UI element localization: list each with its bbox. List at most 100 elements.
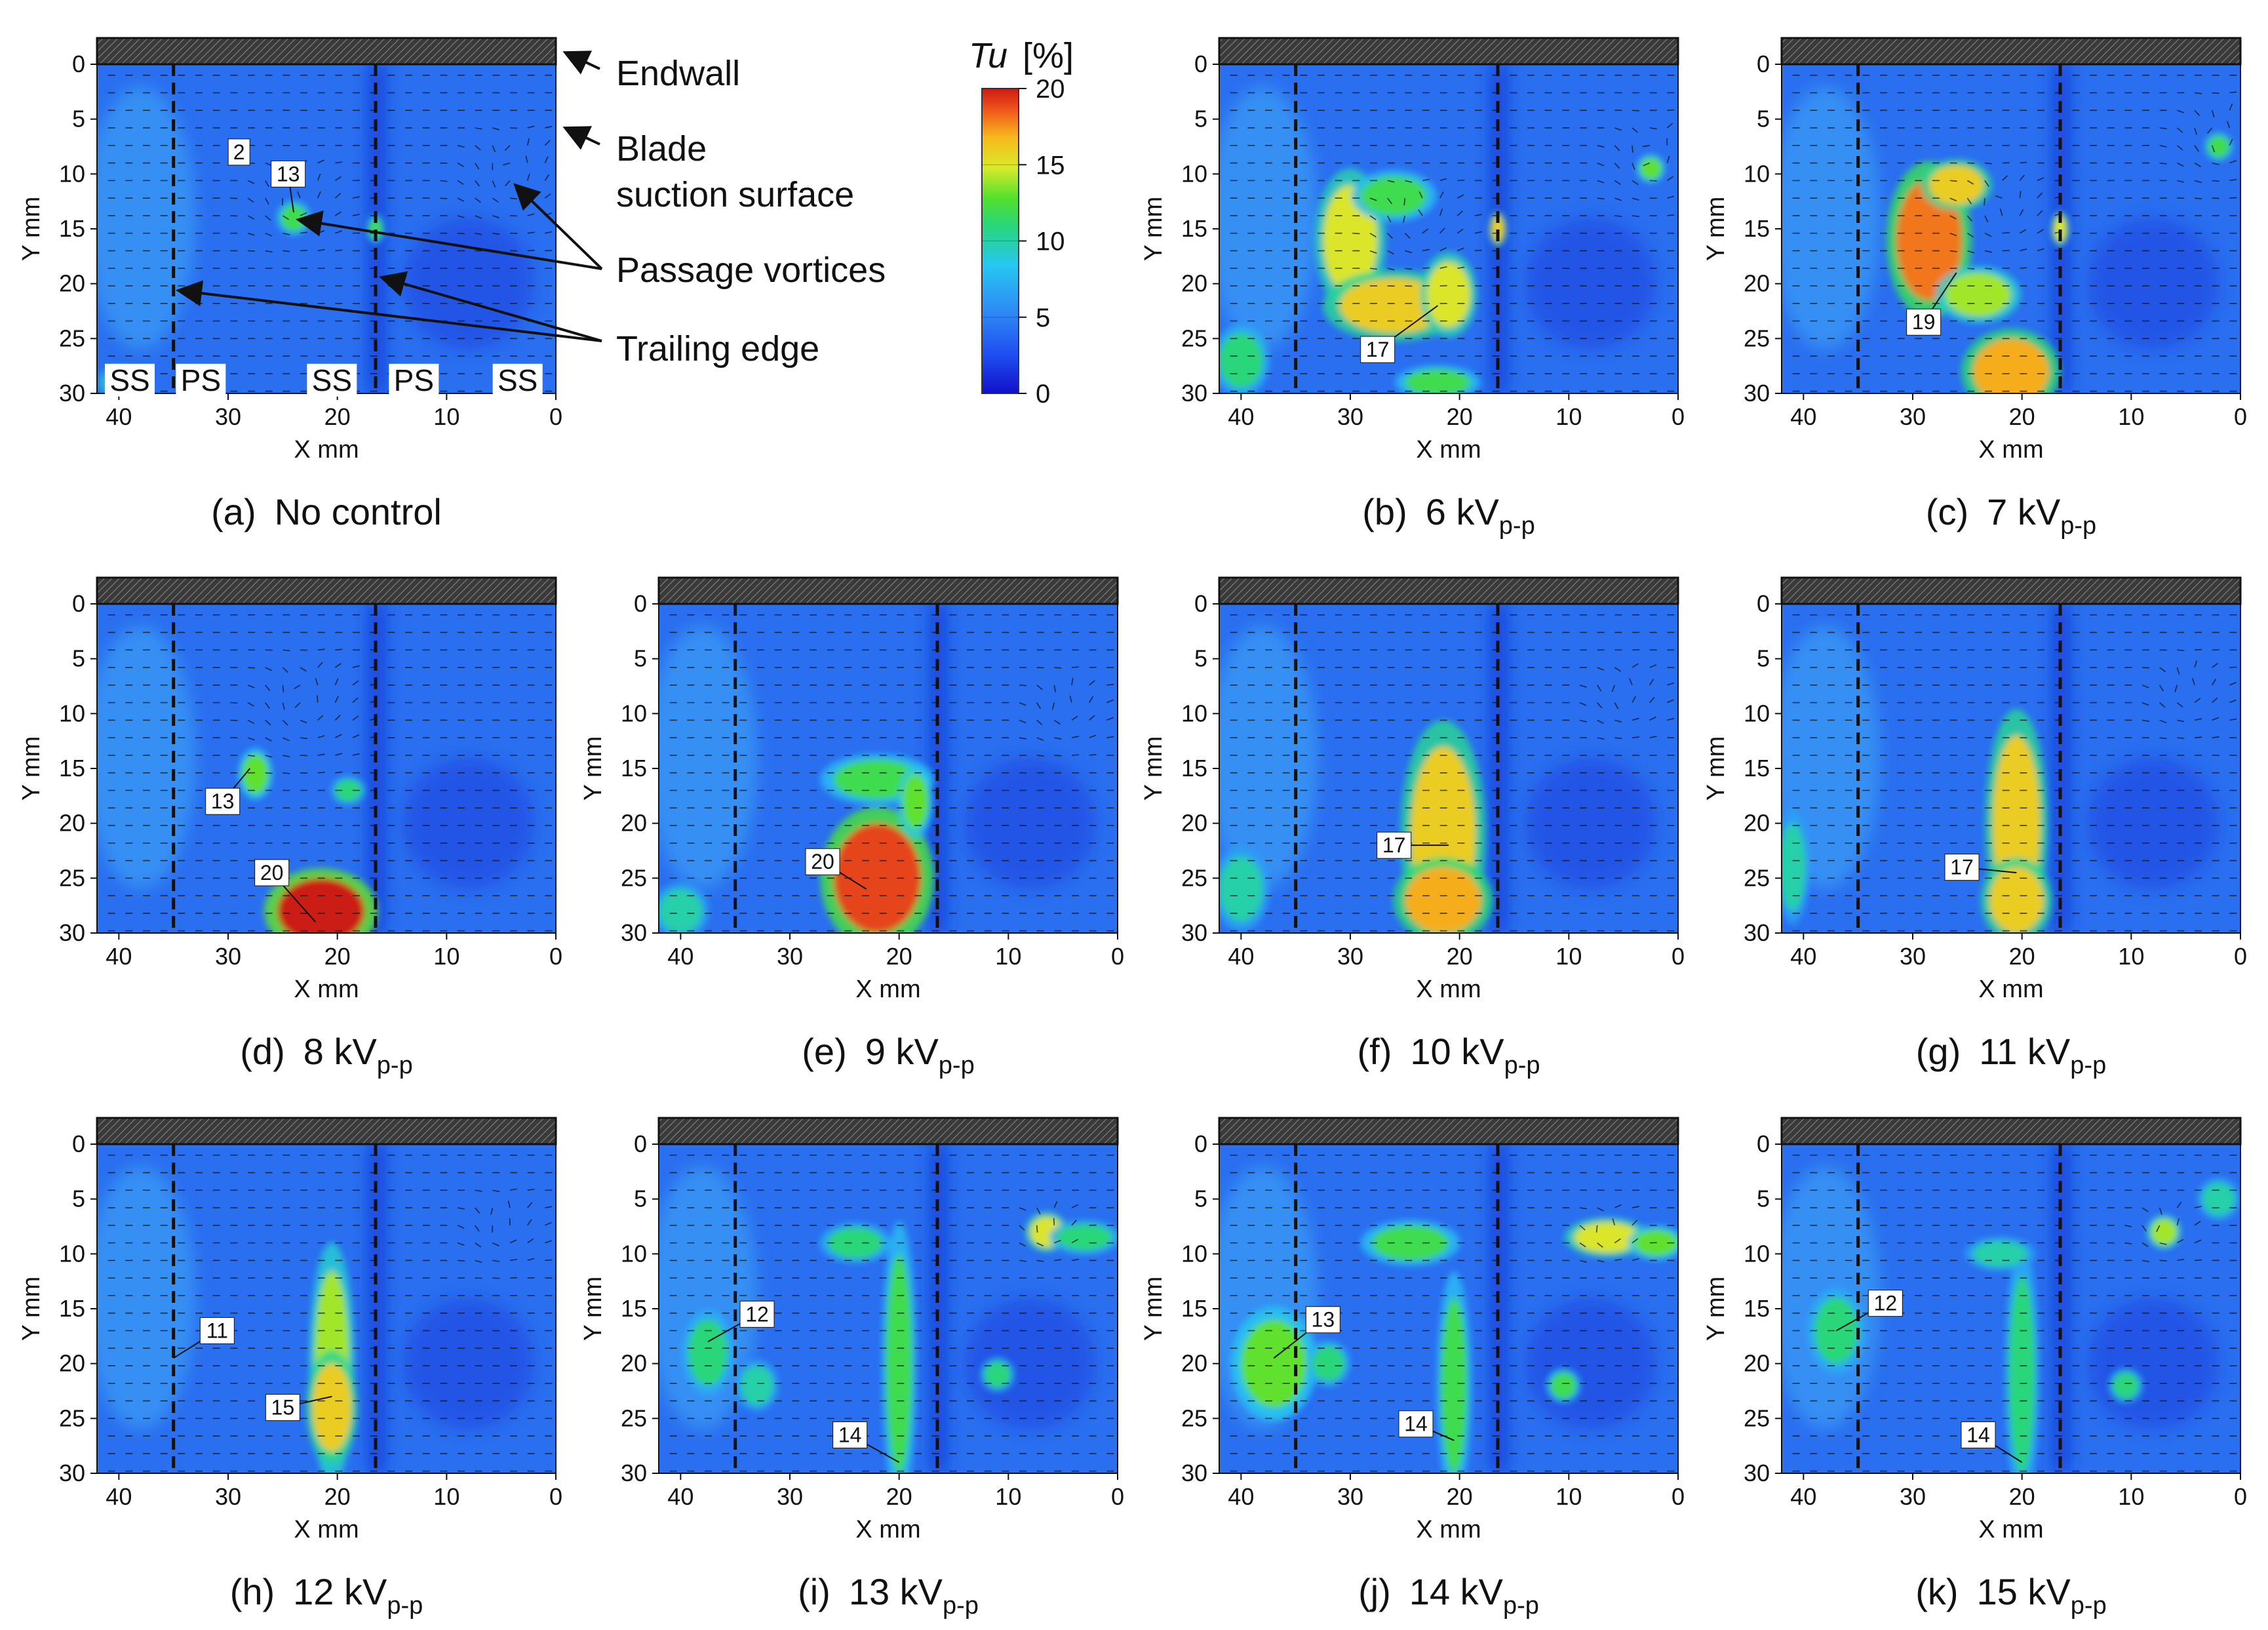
value-label: 13 (211, 789, 235, 813)
flow-vector (1967, 250, 1975, 254)
vector-field-d (108, 614, 553, 932)
flow-vector (283, 755, 290, 758)
y-tick-label: 30 (59, 1460, 85, 1486)
x-tick-label: 0 (2234, 943, 2247, 970)
panel-e: 40 30 20 10 0 0 5 10 15 20 25 30 X mm Y mm 20 (e) 9 kVp-… (579, 576, 1124, 1079)
flow-vector (2174, 685, 2178, 692)
vector-field-b (1230, 74, 1675, 392)
flow-vector (1597, 197, 1605, 200)
flow-vector (440, 180, 448, 182)
flow-vector (475, 1189, 482, 1192)
flow-vector (1071, 1258, 1079, 1262)
flow-vector (503, 162, 511, 166)
y-tick-label: 20 (621, 1350, 647, 1377)
flow-vector (527, 213, 535, 216)
y-tick-label: 20 (1181, 810, 1207, 837)
flow-vector (294, 702, 301, 708)
flow-vector (1666, 123, 1673, 129)
flow-vector (1369, 233, 1377, 238)
flow-vector (2141, 667, 2150, 669)
flow-vector (315, 678, 319, 686)
flow-vector (544, 156, 549, 163)
flow-vector (1405, 180, 1413, 183)
flow-vector (317, 648, 325, 651)
flow-vector (1666, 176, 1674, 182)
caption-subscript: p-p (1499, 512, 1535, 540)
value-label-box (271, 160, 306, 188)
x-tick-label: 30 (215, 403, 241, 430)
flow-vector (283, 772, 290, 774)
flow-vector (334, 176, 342, 182)
flow-vector (1949, 180, 1957, 182)
flow-vector (1369, 215, 1377, 220)
y-tick-label: 25 (621, 1404, 647, 1431)
caption-letter: (b) (1362, 491, 1407, 532)
flow-vector (457, 1207, 465, 1210)
flow-vector (526, 138, 530, 146)
y-tick-label: 15 (621, 755, 647, 782)
y-tick-label: 15 (1181, 755, 1207, 782)
value-label-box (805, 848, 840, 875)
flow-vector (1089, 680, 1095, 686)
flow-vector (527, 1219, 532, 1226)
tu-blob-5 (1057, 1224, 1112, 1251)
flow-vector (1106, 736, 1114, 738)
flow-vector (1632, 736, 1640, 738)
flow-vector (475, 232, 482, 235)
tu-blob-0 (1896, 179, 1962, 300)
flow-vector (457, 1260, 465, 1262)
flow-vector (2037, 267, 2045, 269)
flow-vector (247, 702, 254, 707)
flow-vector (1418, 209, 1423, 216)
flow-vector (2194, 698, 2201, 704)
flow-vector (1597, 737, 1605, 740)
caption-subscript: p-p (939, 1052, 975, 1079)
x-tick-label: 20 (324, 1483, 351, 1510)
y-tick-label: 15 (59, 1295, 85, 1322)
flow-vector (2194, 197, 2202, 200)
x-tick-label: 30 (1900, 403, 1926, 430)
y-tick-label: 15 (1744, 755, 1770, 782)
flow-vector (1632, 197, 1639, 201)
flow-vector (1071, 1204, 1079, 1208)
x-tick-label: 40 (1790, 943, 1816, 970)
y-axis-label: Y mm (18, 197, 45, 262)
panel-blobs-b (1219, 154, 1665, 393)
caption-letter: (c) (1926, 491, 1968, 532)
flow-vector (492, 197, 499, 203)
flow-vector (1019, 1260, 1027, 1262)
y-tick-label: 10 (621, 1240, 647, 1267)
flow-vector (317, 753, 325, 756)
caption-text: 7 kV (1987, 491, 2061, 532)
flow-vector (1053, 1201, 1058, 1208)
flow-vector (300, 755, 308, 757)
flow-vector (1088, 696, 1094, 704)
value-label: 17 (1950, 856, 1974, 879)
endwall-bar-c (1780, 37, 2242, 66)
panel-blobs-g (1782, 709, 2052, 933)
panel-base-a (97, 64, 534, 393)
value-label: 12 (745, 1302, 769, 1326)
flow-vector (475, 1207, 480, 1214)
value-label: 2 (233, 140, 245, 164)
flow-vector (1966, 197, 1972, 205)
region-label-box (389, 363, 439, 397)
flow-vector (1966, 215, 1973, 222)
flow-vector (2159, 145, 2167, 148)
flow-vector (1614, 719, 1622, 723)
y-tick-label: 0 (634, 590, 647, 617)
y-tick-label: 0 (1194, 50, 1207, 77)
flow-vector (1632, 717, 1639, 721)
x-tick-label: 30 (1337, 943, 1363, 970)
region-label: SS (498, 363, 538, 397)
base-te-wake (931, 1144, 945, 1473)
tu-blob-1 (1312, 1345, 1345, 1382)
flow-vector (1457, 247, 1464, 252)
flow-vector (2194, 718, 2202, 721)
flow-vector (509, 1239, 517, 1244)
flow-vector (2037, 248, 2044, 252)
flow-vector (265, 719, 271, 726)
flow-vector (2019, 209, 2024, 216)
flow-vector (2141, 702, 2149, 706)
tu-blob-0 (833, 823, 921, 933)
